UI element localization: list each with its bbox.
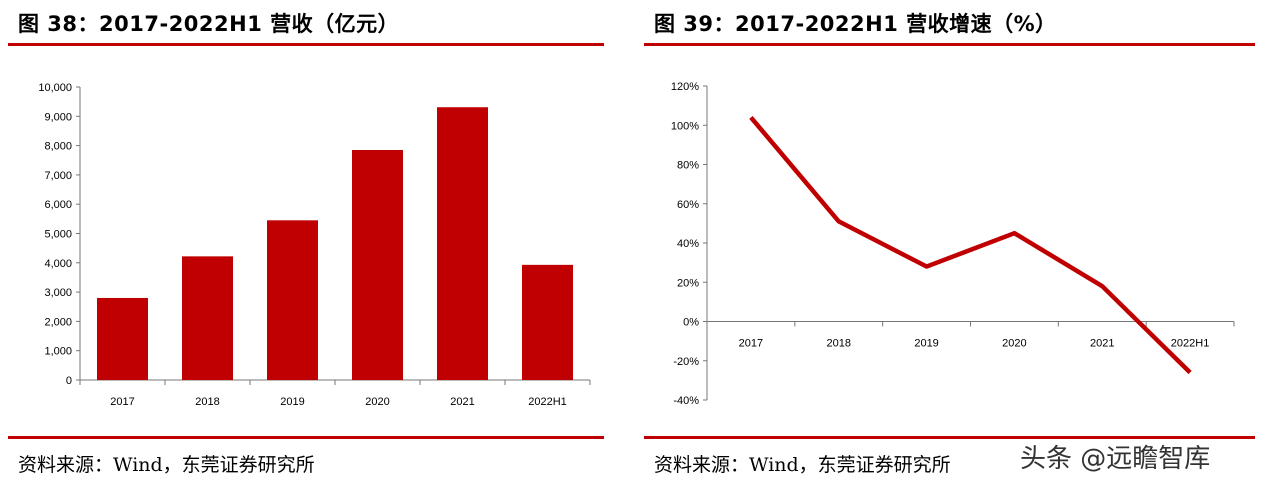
growth-line-chart: -40% -20% 0% 20% 40% 60% 80% 100% 120% 2017 2018 20… bbox=[671, 81, 1235, 407]
x-tick-label: 2018 bbox=[195, 396, 219, 408]
y-tick-label: 40% bbox=[677, 238, 699, 250]
y-tick-label: 100% bbox=[671, 120, 699, 132]
bar bbox=[182, 256, 233, 380]
watermark: 头条 @远瞻智库 bbox=[1020, 444, 1211, 474]
y-tick-label: 20% bbox=[677, 277, 699, 289]
x-tick-label: 2021 bbox=[1090, 338, 1114, 350]
revenue-panel: 图 38：2017-2022H1 营收（亿元） 0 1,000 2,000 3,000… bbox=[0, 0, 610, 491]
x-tick-label: 2021 bbox=[450, 396, 474, 408]
y-tick-label: -20% bbox=[673, 356, 699, 368]
revenue-bar-chart: 0 1,000 2,000 3,000 4,000 5,000 6,000 7,000 8,00… bbox=[38, 82, 591, 408]
source-divider bbox=[8, 436, 604, 439]
x-tick-label: 2022H1 bbox=[1171, 338, 1210, 350]
x-tick-label: 2017 bbox=[739, 338, 763, 350]
bar bbox=[267, 220, 318, 380]
bar bbox=[437, 107, 488, 380]
y-tick-label: 60% bbox=[677, 199, 699, 211]
y-tick-label: 3,000 bbox=[44, 287, 72, 299]
growth-series-line bbox=[749, 115, 1192, 375]
y-tick-label: 120% bbox=[671, 81, 699, 93]
bar bbox=[352, 149, 403, 380]
bar bbox=[522, 264, 573, 380]
x-tick-label: 2019 bbox=[280, 396, 304, 408]
growth-source-note: 资料来源：Wind，东莞证券研究所 bbox=[654, 454, 951, 476]
bar bbox=[97, 297, 148, 380]
x-tick-label: 2018 bbox=[827, 338, 851, 350]
x-tick-label: 2017 bbox=[110, 396, 134, 408]
x-tick-label: 2020 bbox=[1002, 338, 1026, 350]
y-tick-label: 0 bbox=[66, 375, 72, 387]
y-tick-label: 6,000 bbox=[44, 199, 72, 211]
y-tick-label: 5,000 bbox=[44, 229, 72, 241]
y-tick-label: 7,000 bbox=[44, 170, 72, 182]
growth-panel: 图 39：2017-2022H1 营收增速（%） -40% -20% 0% 20% 40… bbox=[636, 0, 1261, 491]
title-divider bbox=[644, 43, 1255, 46]
y-tick-label: 8,000 bbox=[44, 141, 72, 153]
y-tick-label: -40% bbox=[673, 395, 699, 407]
title-divider bbox=[8, 43, 604, 46]
source-divider bbox=[644, 436, 1255, 439]
y-tick-label: 1,000 bbox=[44, 346, 72, 358]
x-tick-label: 2020 bbox=[365, 396, 389, 408]
x-tick-label: 2019 bbox=[914, 338, 938, 350]
y-tick-label: 9,000 bbox=[44, 111, 72, 123]
y-tick-label: 10,000 bbox=[38, 82, 72, 94]
y-tick-label: 80% bbox=[677, 160, 699, 172]
x-tick-label: 2022H1 bbox=[528, 396, 567, 408]
growth-chart-title: 图 39：2017-2022H1 营收增速（%） bbox=[654, 12, 1057, 36]
y-tick-label: 4,000 bbox=[44, 258, 72, 270]
y-tick-label: 2,000 bbox=[44, 316, 72, 328]
revenue-source-note: 资料来源：Wind，东莞证券研究所 bbox=[18, 454, 315, 476]
y-tick-label: 0% bbox=[683, 317, 699, 329]
revenue-chart-title: 图 38：2017-2022H1 营收（亿元） bbox=[18, 12, 400, 36]
